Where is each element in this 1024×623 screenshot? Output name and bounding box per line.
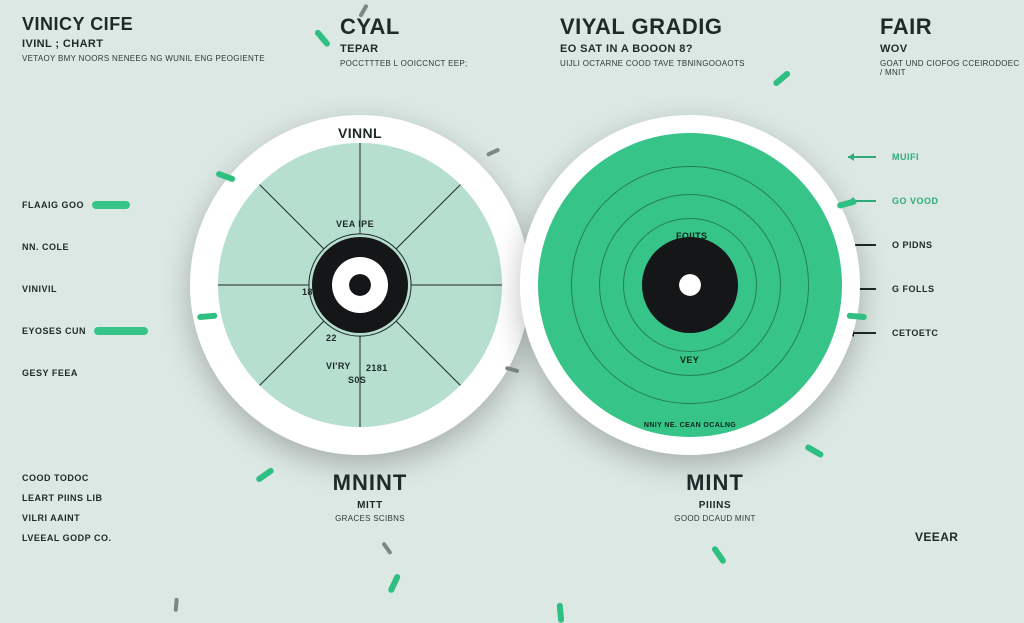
under-right: MINT PIIINS GOOD DCAUD MINT: [635, 470, 795, 523]
legend-label: EYOSES CUN: [22, 326, 86, 336]
legend-item: MUIFI: [848, 150, 998, 164]
header-col-2: CYAL TEPAR POCCTTTEB L OOICCNCT EEP;: [340, 14, 468, 68]
stack-item: COOD TODOC: [22, 473, 112, 483]
bottom-right-label: VEEAR: [915, 530, 958, 544]
legend-label: NN. COLE: [22, 242, 69, 252]
legend-label: VINIVIL: [22, 284, 57, 294]
header-title: VIYAL GRADIG: [560, 14, 745, 40]
disc-right: FOIITS E3 VEY NNIY NE. CEAN OCALNG: [520, 115, 860, 455]
header-sub: IVINL ; CHART: [22, 38, 265, 50]
legend-bar: [94, 327, 148, 335]
vinyl-center-inner: [349, 274, 371, 296]
legend-item: VINIVIL: [22, 282, 172, 296]
header-desc: VETAOY BMY NOORS NENEEG NG WUNIL ENG PEO…: [22, 54, 265, 63]
inner-label: S0S: [348, 375, 366, 385]
stack-item: LEART PIINS LIB: [22, 493, 112, 503]
under-sub: MITT: [300, 500, 440, 511]
legend-label: GO VOOD: [892, 196, 939, 206]
header-sub: EO SAT IN A BOOON 8?: [560, 43, 745, 55]
header-desc: POCCTTTEB L OOICCNCT EEP;: [340, 59, 468, 68]
legend-left: FLAAIG GOO NN. COLE VINIVIL EYOSES CUN G…: [22, 198, 172, 408]
header-row: VINICY CIFE IVINL ; CHART VETAOY BMY NOO…: [0, 14, 1024, 104]
inner-label: VEY: [680, 355, 699, 365]
under-title: MNINT: [300, 470, 440, 496]
under-title: MINT: [635, 470, 795, 496]
header-title: VINICY CIFE: [22, 14, 265, 35]
under-desc: GOOD DCAUD MINT: [635, 514, 795, 523]
legend-label: G FOLLS: [892, 284, 935, 294]
outer-tiny-label: NNIY NE. CEAN OCALNG: [644, 422, 736, 429]
legend-item: GESY FEEA: [22, 366, 172, 380]
inner-label: 2181: [366, 363, 388, 373]
stack-item: LVEEAL GODP CO.: [22, 533, 112, 543]
under-left: MNINT MITT GRACES SCIBNS: [300, 470, 440, 523]
legend-item: NN. COLE: [22, 240, 172, 254]
legend-item: FLAAIG GOO: [22, 198, 172, 212]
header-desc: GOAT UND CIOFOG CCEIRODOEC / MNIT: [880, 59, 1024, 77]
under-sub: PIIINS: [635, 500, 795, 511]
inner-label: VEA IPE: [336, 219, 374, 229]
legend-bar: [92, 201, 130, 209]
stack-item: VILRI AAINT: [22, 513, 112, 523]
legend-item: CETOETC: [848, 326, 998, 340]
header-sub: WOV: [880, 43, 1024, 55]
header-col-1: VINICY CIFE IVINL ; CHART VETAOY BMY NOO…: [22, 14, 265, 63]
header-col-4: FAIR WOV GOAT UND CIOFOG CCEIRODOEC / MN…: [880, 14, 1024, 77]
disc-left: VINNL VEA IPE 18 5S 22 VI'RY S0S 2181: [190, 115, 530, 455]
vinyl-center-inner: [679, 274, 701, 296]
legend-item: EYOSES CUN: [22, 324, 172, 338]
legend-label: FLAAIG GOO: [22, 200, 84, 210]
header-desc: UIJLI OCTARNE COOD TAVE TBNINGOOAOTS: [560, 59, 745, 68]
legend-right: MUIFI GO VOOD O PIDNS G FOLLS CETOETC: [848, 150, 998, 370]
header-title: FAIR: [880, 14, 1024, 40]
legend-item: O PIDNS: [848, 238, 998, 252]
under-desc: GRACES SCIBNS: [300, 514, 440, 523]
bottom-left-stack: COOD TODOC LEART PIINS LIB VILRI AAINT L…: [22, 463, 112, 543]
legend-label: MUIFI: [892, 152, 919, 162]
legend-item: G FOLLS: [848, 282, 998, 296]
header-title: CYAL: [340, 14, 468, 40]
legend-label: GESY FEEA: [22, 368, 78, 378]
header-col-3: VIYAL GRADIG EO SAT IN A BOOON 8? UIJLI …: [560, 14, 745, 68]
legend-label: O PIDNS: [892, 240, 933, 250]
inner-label: VI'RY: [326, 361, 351, 371]
header-sub: TEPAR: [340, 43, 468, 55]
disc-top-label: VINNL: [338, 125, 382, 141]
inner-label: 22: [326, 333, 337, 343]
legend-item: GO VOOD: [848, 194, 998, 208]
legend-label: CETOETC: [892, 328, 938, 338]
